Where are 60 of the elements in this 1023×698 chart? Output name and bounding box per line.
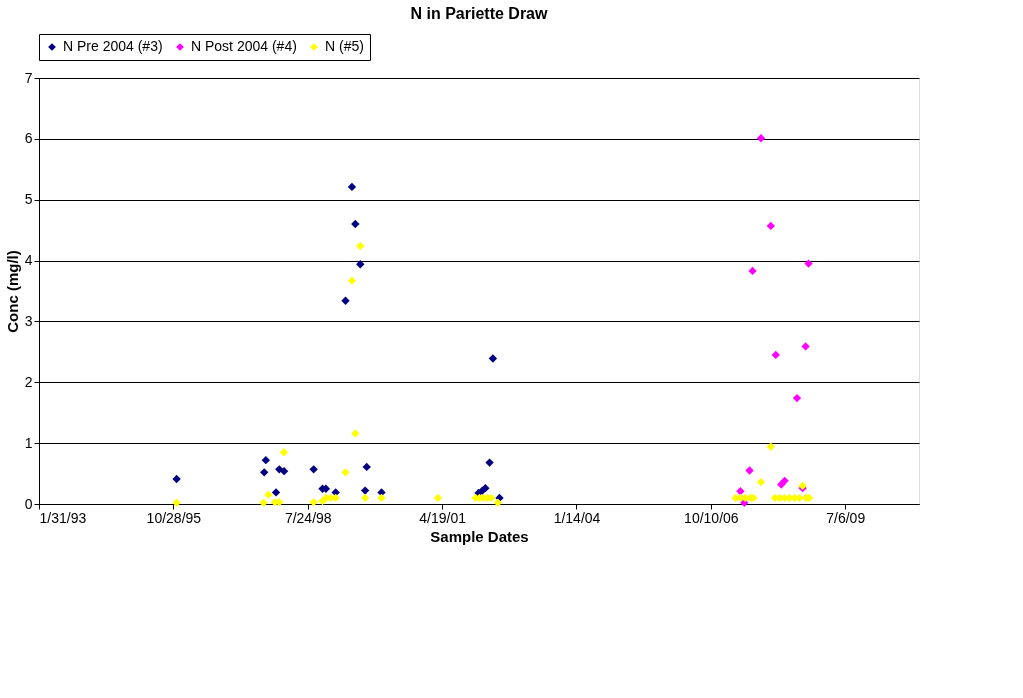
point <box>766 442 775 451</box>
chart-title: N in Pariette Draw <box>410 4 549 22</box>
x-tick-label: 7/6/09 <box>826 509 866 526</box>
point <box>351 219 360 229</box>
x-tick-label: 1/14/04 <box>553 509 601 526</box>
point <box>766 221 775 231</box>
point <box>745 466 754 475</box>
y-tick-label: 2 <box>24 373 33 390</box>
point <box>356 241 365 251</box>
point <box>351 429 360 438</box>
point <box>433 493 443 503</box>
point <box>309 497 318 507</box>
point <box>260 468 269 477</box>
point <box>341 296 350 305</box>
point <box>780 476 789 486</box>
point <box>271 488 281 497</box>
y-axis-title: Conc (mg/l) <box>3 250 21 333</box>
point <box>341 468 350 477</box>
x-tick-label: 7/24/98 <box>284 509 332 526</box>
x-axis-title: Sample Dates <box>430 527 529 545</box>
y-tick-label: 3 <box>24 312 33 329</box>
point <box>795 493 804 503</box>
y-tick-label: 6 <box>24 130 33 147</box>
x-tick-label: 10/10/06 <box>684 509 739 526</box>
legend-label: N (#5) <box>325 38 364 54</box>
point <box>756 477 766 487</box>
point <box>279 448 289 457</box>
point <box>309 465 318 474</box>
point <box>377 493 386 503</box>
point <box>748 266 757 276</box>
y-tick-label: 1 <box>24 434 33 451</box>
point <box>804 259 813 268</box>
point <box>362 462 371 472</box>
point <box>279 466 289 476</box>
y-tick-label: 4 <box>24 252 33 269</box>
point <box>801 342 810 351</box>
point <box>347 182 357 192</box>
x-tick-label: 10/28/95 <box>146 509 202 526</box>
point <box>771 350 780 360</box>
point <box>172 474 181 484</box>
y-tick-label: 0 <box>24 495 33 512</box>
x-tick-label: 4/19/01 <box>419 509 467 526</box>
legend-label: N Post 2004 (#4) <box>191 38 297 54</box>
legend-label: N Pre 2004 (#3) <box>63 38 163 54</box>
point <box>792 393 802 403</box>
point <box>756 134 766 143</box>
point <box>493 498 503 507</box>
point <box>261 456 270 465</box>
point <box>360 486 370 495</box>
point <box>347 276 357 285</box>
point <box>485 458 494 467</box>
y-tick-label: 7 <box>24 69 33 86</box>
point <box>264 490 273 500</box>
point <box>488 354 498 363</box>
point <box>172 498 181 507</box>
point <box>259 498 268 507</box>
point <box>356 260 365 269</box>
y-tick-label: 5 <box>24 191 33 208</box>
x-tick-label: 1/31/93 <box>39 509 87 526</box>
point <box>360 493 370 503</box>
